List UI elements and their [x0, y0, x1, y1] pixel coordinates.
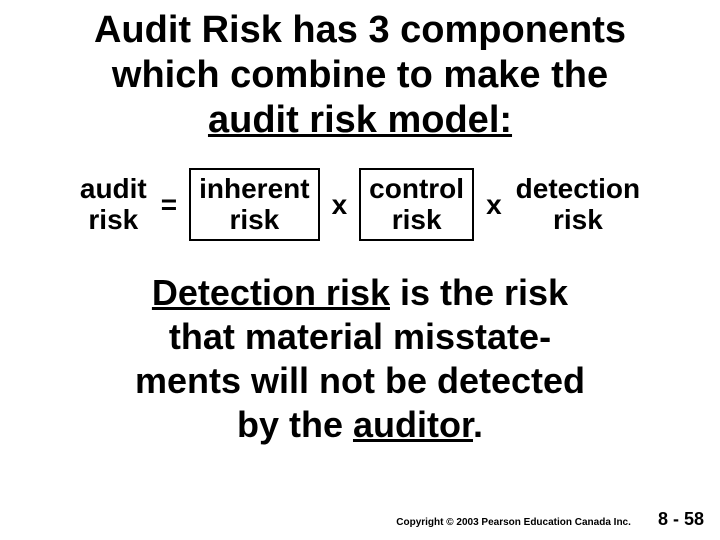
equals-operator: = [157, 189, 181, 221]
risk-equation: audit risk = inherent risk x control ris… [14, 168, 706, 240]
slide: Audit Risk has 3 components which combin… [0, 0, 720, 540]
term-text: risk [392, 204, 442, 235]
title-line-2: which combine to make the [112, 54, 608, 96]
body-underline-detection-risk: Detection risk [152, 272, 390, 313]
body-text: is the risk [390, 272, 568, 313]
page-number: 8 - 58 [658, 509, 704, 529]
body-text: that material misstate- [169, 316, 551, 357]
term-control-risk: control risk [359, 168, 474, 240]
body-text: by the [237, 404, 353, 445]
body-paragraph: Detection risk is the risk that material… [14, 271, 706, 447]
term-text: risk [553, 204, 603, 235]
body-text: ments will not be detected [135, 360, 585, 401]
term-detection-risk: detection risk [514, 170, 642, 238]
multiply-operator: x [482, 189, 506, 221]
title-line-1: Audit Risk has 3 components [94, 9, 626, 51]
term-text: risk [229, 204, 279, 235]
term-text: control [369, 173, 464, 204]
term-text: risk [88, 204, 138, 235]
term-inherent-risk: inherent risk [189, 168, 319, 240]
copyright-text: Copyright © 2003 Pearson Education Canad… [396, 517, 631, 528]
term-text: detection [516, 173, 640, 204]
term-text: inherent [199, 173, 309, 204]
multiply-operator: x [328, 189, 352, 221]
slide-title: Audit Risk has 3 components which combin… [14, 8, 706, 142]
term-audit-risk: audit risk [78, 170, 149, 238]
title-line-3: audit risk model: [208, 99, 512, 141]
body-underline-auditor: auditor [353, 404, 473, 445]
term-text: audit [80, 173, 147, 204]
body-text: . [473, 404, 483, 445]
slide-footer: Copyright © 2003 Pearson Education Canad… [396, 509, 704, 530]
